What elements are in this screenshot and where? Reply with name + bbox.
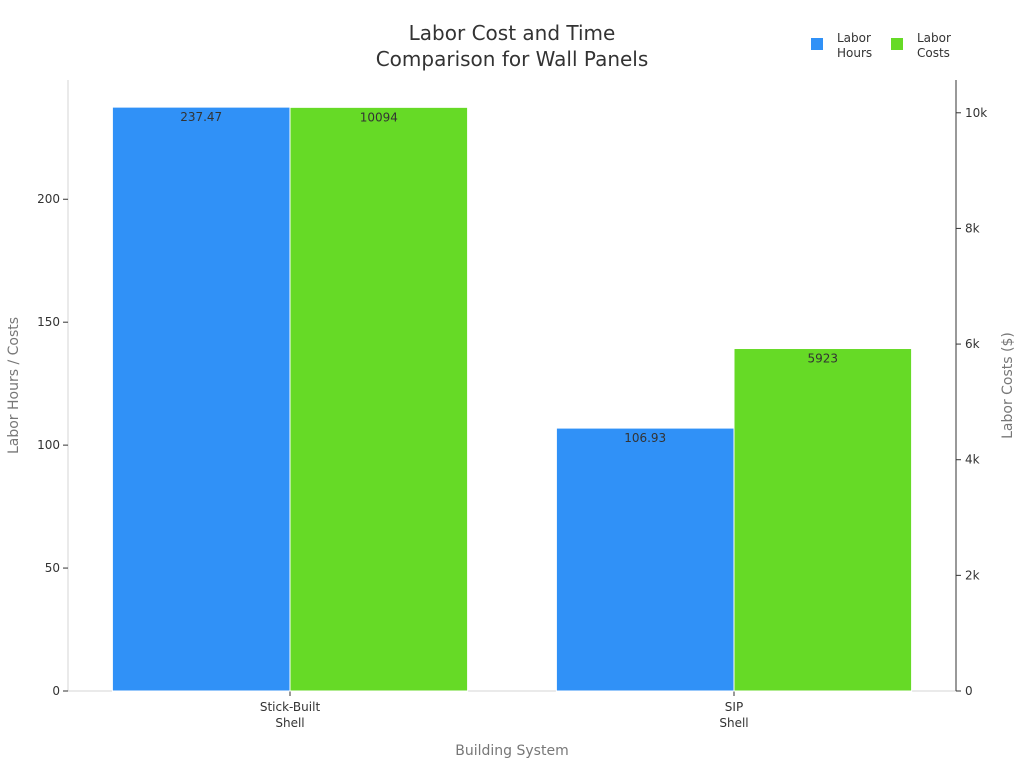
x-tick-label: SIP (725, 700, 743, 714)
legend-label: Hours (837, 46, 872, 60)
legend-swatch (811, 38, 823, 50)
y-axis-left-label: Labor Hours / Costs (6, 317, 22, 454)
y-left-tick-label: 50 (45, 561, 60, 575)
data-label: 237.47 (180, 110, 222, 124)
bar-labor-costs (289, 106, 469, 692)
legend-label: Costs (917, 46, 950, 60)
data-label: 106.93 (624, 431, 666, 445)
bars (111, 106, 913, 692)
x-tick-label: Shell (719, 716, 748, 730)
bar-labor-hours (555, 427, 735, 692)
data-label: 10094 (360, 110, 398, 124)
data-labels: 237.47 10094 106.93 5923 (180, 110, 838, 445)
y-right-tick-label: 4k (965, 453, 980, 467)
y-right-tick-label: 8k (965, 221, 980, 235)
y-right-tick-label: 6k (965, 337, 980, 351)
chart-title-line: Comparison for Wall Panels (376, 47, 649, 71)
x-axis-label: Building System (455, 743, 568, 759)
y-left-tick-label: 150 (37, 315, 60, 329)
x-tick-label: Shell (275, 716, 304, 730)
y-left-tick-label: 100 (37, 438, 60, 452)
chart-title-line: Labor Cost and Time (409, 21, 616, 45)
y-axis-right-label: Labor Costs ($) (1000, 332, 1016, 439)
bar-labor-costs (733, 348, 913, 692)
y-right-tick-label: 0 (965, 684, 973, 698)
x-tick-label: Stick-Built (260, 700, 321, 714)
y-right-tick-label: 10k (965, 106, 987, 120)
y-left-tick-label: 200 (37, 192, 60, 206)
bar-labor-hours (111, 106, 291, 692)
legend-label: Labor (837, 31, 871, 45)
legend-swatch (891, 38, 903, 50)
data-label: 5923 (808, 352, 839, 366)
legend-label: Labor (917, 31, 951, 45)
y-right-tick-label: 2k (965, 568, 980, 582)
y-left-tick-label: 0 (52, 684, 60, 698)
axes: 0 50 100 150 200 0 2k 4k 6k 8k 10k Labor Hours / Co… (6, 80, 1016, 759)
